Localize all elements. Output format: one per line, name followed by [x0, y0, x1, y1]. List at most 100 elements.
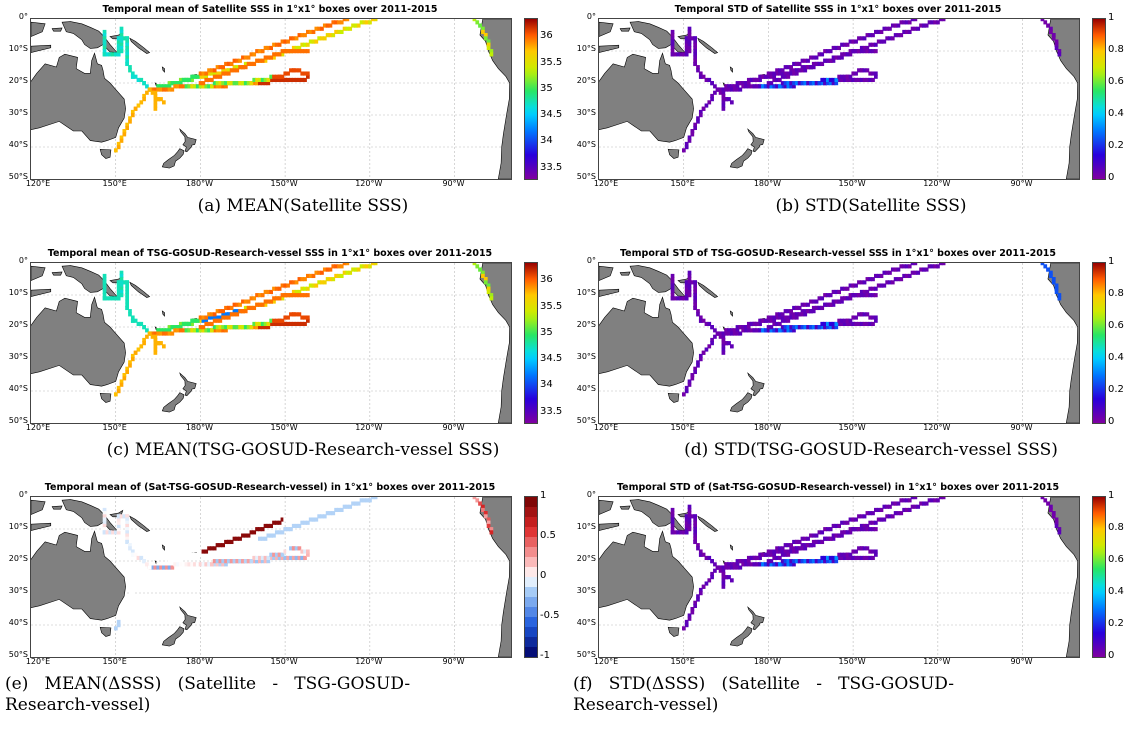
track-cell — [269, 77, 273, 83]
track-cell — [738, 565, 743, 570]
track-cell — [687, 286, 692, 291]
track-cell — [792, 549, 796, 554]
track-cell — [1054, 39, 1059, 44]
track-cell — [780, 312, 785, 317]
track-cell — [195, 318, 200, 323]
track-cell — [212, 84, 217, 89]
track-cell — [114, 626, 118, 631]
track-cell — [811, 325, 816, 330]
track-cell — [696, 363, 700, 368]
track-cell — [266, 321, 271, 327]
track-cell — [848, 530, 853, 535]
track-cell — [153, 350, 158, 355]
track-cell — [871, 42, 875, 47]
track-cell — [354, 501, 358, 506]
track-cell — [246, 305, 251, 311]
track-cell — [823, 81, 827, 86]
track-cell — [116, 527, 121, 532]
track-cell — [359, 264, 364, 269]
track-cell — [831, 45, 836, 51]
track-cell — [164, 565, 169, 570]
track-cell — [831, 81, 836, 86]
track-cell — [116, 141, 121, 147]
track-cell — [190, 328, 194, 333]
colorbar-tick-label: 0.4 — [1108, 352, 1124, 363]
track-cell — [670, 39, 675, 44]
track-cell — [170, 87, 175, 92]
colorbar-tick-label: 0 — [1108, 416, 1115, 427]
track-cell — [831, 299, 836, 304]
track-cell — [857, 36, 861, 41]
track-cell — [778, 549, 782, 554]
track-cell — [269, 321, 273, 327]
track-cell — [238, 58, 242, 63]
track-cell — [348, 26, 353, 31]
track-cell — [814, 61, 819, 67]
track-cell — [266, 55, 271, 60]
track-cell — [885, 36, 889, 41]
track-cell — [1051, 33, 1056, 38]
track-cell — [922, 267, 926, 272]
track-cell — [874, 549, 878, 554]
track-cell — [167, 81, 172, 86]
track-cell — [102, 52, 107, 57]
track-cell — [826, 81, 830, 86]
track-cell — [283, 71, 288, 76]
track-cell — [814, 533, 819, 538]
lon-tick-label: 90°W — [442, 179, 465, 188]
track-cell — [687, 293, 692, 298]
track-cell — [176, 559, 180, 564]
track-cell — [721, 90, 726, 95]
colorbar — [1092, 18, 1106, 180]
track-cell — [721, 581, 726, 586]
track-cell — [834, 77, 839, 83]
track-cell — [882, 270, 887, 275]
track-cell — [130, 71, 135, 76]
track-cell — [797, 559, 802, 564]
track-cell — [294, 49, 299, 54]
track-cell — [306, 273, 310, 279]
track-cell — [139, 344, 144, 349]
track-cell — [238, 65, 242, 70]
lon-tick-label: 150°E — [102, 423, 127, 432]
track-cell — [876, 273, 881, 279]
track-cell — [147, 331, 152, 336]
track-cell — [865, 68, 870, 73]
track-cell — [119, 379, 124, 384]
lat-tick-label: 50°S — [576, 172, 596, 181]
track-cell — [156, 97, 161, 102]
track-cell — [153, 341, 158, 346]
track-cell — [707, 555, 712, 561]
map-svg — [31, 497, 511, 657]
track-cell — [741, 562, 745, 567]
track-cell — [704, 103, 709, 108]
track-cell — [130, 109, 135, 115]
track-cell — [116, 280, 121, 285]
track-cell — [159, 565, 163, 570]
track-cell — [786, 71, 791, 76]
track-cell — [272, 42, 276, 47]
track-cell — [119, 135, 124, 140]
track-cell — [673, 52, 678, 57]
track-cell — [845, 286, 850, 291]
track-cell — [840, 74, 844, 79]
track-cell — [837, 555, 841, 561]
track-cell — [857, 293, 861, 298]
track-cell — [792, 81, 796, 86]
track-cell — [486, 283, 491, 288]
track-cell — [690, 280, 695, 285]
track-cell — [876, 29, 881, 35]
track-cell — [207, 84, 211, 89]
track-cell — [291, 45, 296, 51]
track-cell — [803, 302, 808, 307]
track-cell — [125, 58, 129, 63]
track-cell — [322, 514, 327, 519]
track-cell — [114, 52, 118, 57]
track-cell — [291, 293, 296, 298]
track-cell — [311, 39, 316, 44]
track-cell — [328, 23, 333, 28]
track-cell — [758, 552, 762, 557]
track-cell — [710, 325, 714, 330]
track-cell — [167, 565, 172, 570]
track-cell — [241, 81, 245, 86]
